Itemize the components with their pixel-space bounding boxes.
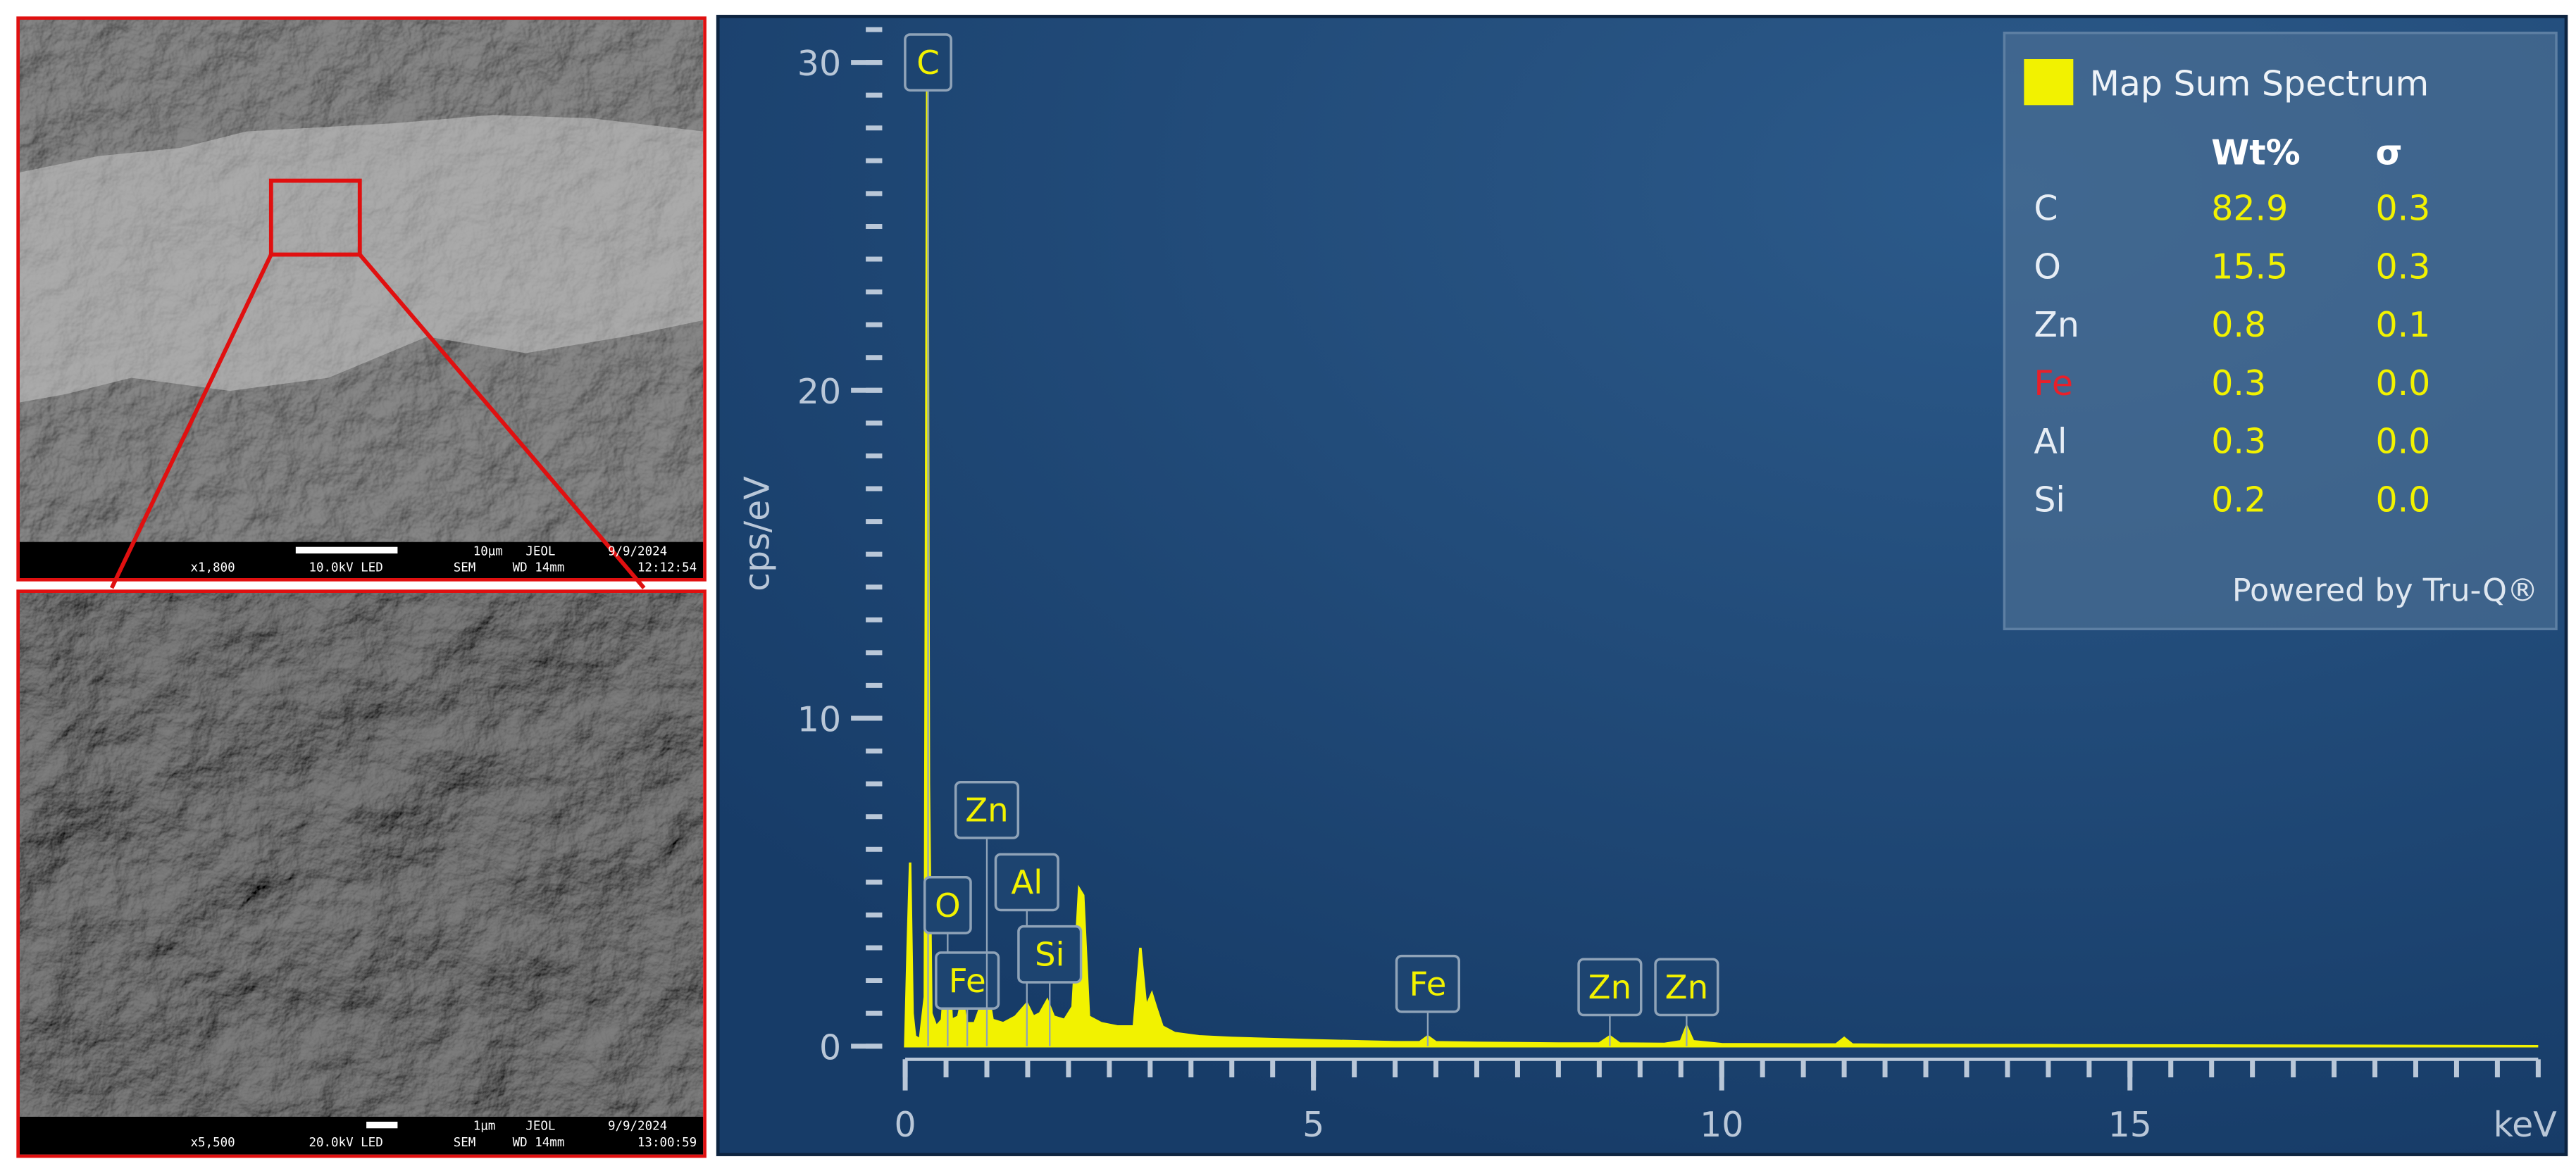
peak-label-box [994, 853, 1059, 912]
peak-label: C [916, 44, 940, 82]
legend-header: σ [2375, 132, 2402, 173]
sem-wd: WD 14mm [513, 561, 565, 575]
sem-brand: JEOL [525, 544, 555, 558]
sem-date: 9/9/2024 [608, 1120, 667, 1134]
peak-label: Zn [1588, 968, 1632, 1006]
sem-time: 12:12:54 [637, 561, 697, 575]
legend-sigma: 0.0 [2375, 422, 2430, 462]
legend-title: Map Sum Spectrum [2090, 63, 2429, 104]
sem-brand: JEOL [525, 1120, 555, 1134]
legend: Map Sum Spectrum Wt% σ C 82.9 0.3 O 15.5 0.3 Zn 0.… [2003, 31, 2558, 631]
legend-element: O [2034, 246, 2061, 287]
sem-voltage: 10.0kV LED [309, 561, 382, 575]
peak-label-box [935, 951, 1000, 1010]
x-tick-label: 10 [1700, 1105, 1743, 1145]
peak-label: Zn [1665, 968, 1709, 1006]
legend-sigma: 0.3 [2375, 246, 2430, 287]
zoom-line [358, 253, 646, 589]
legend-wt: 15.5 [2211, 246, 2288, 287]
legend-header: Wt% [2211, 132, 2301, 173]
sem-date: 9/9/2024 [608, 544, 667, 558]
peak-label-box [1577, 958, 1643, 1017]
y-tick-label: 20 [797, 372, 841, 412]
x-tick-label: 15 [2108, 1105, 2152, 1145]
peak-label-box [1017, 925, 1083, 984]
y-tick-label: 30 [797, 44, 841, 84]
x-axis-label: keV [2494, 1105, 2558, 1145]
sem-image-top [16, 16, 707, 582]
legend-wt: 0.2 [2211, 480, 2266, 520]
peak-label: Zn [965, 791, 1009, 829]
x-tick-label: 0 [895, 1105, 916, 1145]
legend-sigma: 0.1 [2375, 305, 2430, 345]
peak-label-box [1395, 954, 1460, 1013]
legend-wt: 0.8 [2211, 305, 2266, 345]
zoom-line [109, 253, 273, 589]
sem-mode: SEM [454, 561, 476, 575]
legend-wt: 0.3 [2211, 363, 2266, 403]
peak-label-box [923, 876, 972, 934]
legend-footer: Powered by Tru-Q® [2232, 573, 2538, 609]
legend-element: Zn [2034, 305, 2079, 345]
sem-voltage: 20.0kV LED [309, 1136, 382, 1150]
sem-scale: 1µm [473, 1120, 496, 1134]
sem-magnification: x5,500 [191, 1136, 235, 1150]
y-tick-label: 0 [819, 1027, 841, 1067]
peak-label-box [954, 780, 1020, 839]
y-tick-label: 10 [797, 700, 841, 740]
legend-sigma: 0.3 [2375, 189, 2430, 229]
sem-time: 13:00:59 [637, 1136, 697, 1150]
peak-label: Al [1011, 863, 1043, 901]
peak-label: O [935, 887, 961, 925]
legend-sigma: 0.0 [2375, 363, 2430, 403]
legend-element: Fe [2034, 363, 2073, 403]
legend-box [2003, 31, 2558, 631]
sem-magnification: x1,800 [191, 561, 235, 575]
sem-wd: WD 14mm [513, 1136, 565, 1150]
x-tick-label: 5 [1302, 1105, 1324, 1145]
y-axis-label: cps/eV [738, 476, 778, 591]
peak-label: Fe [1409, 965, 1446, 1003]
legend-wt: 0.3 [2211, 422, 2266, 462]
sem-image-bottom [16, 589, 707, 1158]
legend-element: Si [2034, 480, 2065, 520]
peak-label: Si [1035, 936, 1065, 974]
peak-label: Fe [949, 962, 986, 1000]
sem-scale: 10µm [473, 544, 503, 558]
peak-label-box [904, 33, 952, 92]
sem-mode: SEM [454, 1136, 476, 1150]
peak-label-box [1654, 958, 1719, 1017]
legend-element: C [2034, 189, 2058, 229]
legend-wt: 82.9 [2211, 189, 2288, 229]
legend-element: Al [2034, 422, 2067, 462]
legend-sigma: 0.0 [2375, 480, 2430, 520]
legend-swatch [2024, 59, 2074, 106]
